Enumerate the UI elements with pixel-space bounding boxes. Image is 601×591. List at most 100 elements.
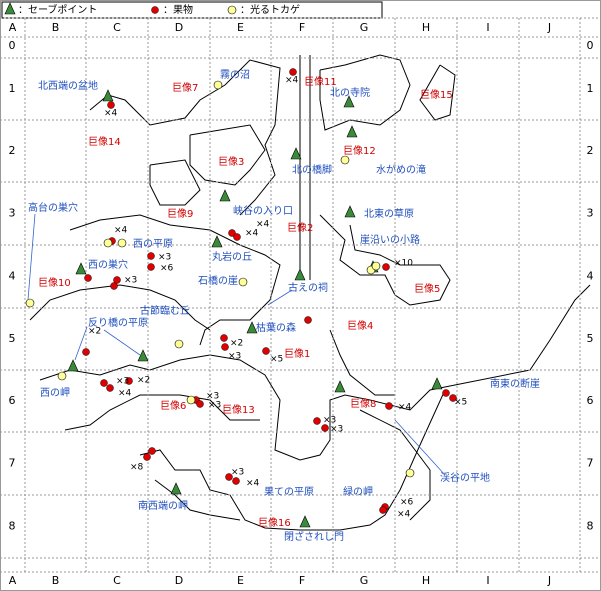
- statue-name: 巨像3: [218, 156, 244, 168]
- fruit: [385, 402, 393, 410]
- place-name: 峡谷の入り口: [233, 204, 293, 217]
- fruit: [196, 400, 204, 408]
- item-count: ×3: [158, 253, 171, 263]
- item-count: ×4: [285, 76, 299, 86]
- lizard: [25, 298, 35, 308]
- row-label: 7: [9, 457, 16, 470]
- item-count: ×2: [88, 327, 101, 337]
- fruit: [449, 394, 457, 402]
- fruit: [147, 263, 155, 271]
- lizard: [117, 238, 127, 248]
- statue-name: 巨像8: [350, 398, 376, 410]
- lizard: [174, 339, 184, 349]
- item-count: ×3: [206, 392, 219, 402]
- save-point: [67, 359, 79, 372]
- save-point: [102, 89, 114, 102]
- item-count: ×3: [231, 468, 244, 478]
- fruit: [82, 348, 90, 356]
- save-point: [246, 321, 258, 334]
- row-label: 0: [9, 39, 16, 52]
- callout-line: [74, 326, 88, 361]
- place-name: 枯葉の森: [256, 321, 296, 334]
- save-point: [219, 189, 231, 202]
- callout-line: [394, 419, 446, 476]
- item-count: ×3: [228, 352, 241, 362]
- row-label: 6: [587, 394, 594, 407]
- row-label: 4: [587, 270, 594, 283]
- place-name: 古節臨む丘: [140, 304, 190, 317]
- row-label: 5: [9, 332, 16, 345]
- column-label: B: [52, 574, 60, 587]
- lizard: [103, 238, 113, 248]
- fruit: [228, 229, 236, 237]
- place-name: 西の平原: [133, 238, 173, 250]
- row-label: 3: [9, 207, 16, 220]
- column-label: G: [360, 574, 369, 587]
- save-point: [334, 380, 346, 393]
- item-count: ×4: [256, 220, 270, 230]
- item-count: ×4: [118, 389, 132, 399]
- place-name: 西の岬: [40, 387, 70, 399]
- item-count: ×4: [397, 510, 411, 520]
- row-label: 8: [587, 520, 594, 533]
- fruit: [221, 343, 229, 351]
- fruit: [107, 101, 115, 109]
- place-name: 南西端の岬: [138, 499, 188, 512]
- statue-name: 巨像1: [284, 348, 310, 360]
- fruit: [147, 252, 155, 260]
- statue-name: 巨像4: [347, 320, 373, 332]
- save-point: [75, 262, 87, 275]
- column-label: D: [175, 21, 183, 34]
- statue-name: 巨像9: [167, 208, 193, 220]
- lizard: [405, 468, 415, 478]
- fruit: [289, 68, 297, 76]
- save-point: [343, 95, 355, 108]
- row-label: 2: [587, 144, 594, 157]
- place-name: 反り橋の平原: [88, 316, 148, 329]
- item-count: ×8: [130, 463, 144, 473]
- save-point: [137, 349, 149, 362]
- column-label: D: [175, 574, 183, 587]
- item-count: ×3: [124, 276, 137, 286]
- save-point: [299, 515, 311, 528]
- row-label: 2: [9, 144, 16, 157]
- place-name: 果ての平原: [264, 486, 314, 498]
- fruit: [106, 384, 114, 392]
- callout-line: [103, 329, 141, 356]
- fruit: [379, 506, 387, 514]
- statue-name: 巨像5: [414, 283, 440, 295]
- fruit: [382, 263, 390, 271]
- row-label: 1: [587, 82, 594, 95]
- statue-name: 巨像12: [343, 145, 376, 157]
- item-count: ×3: [330, 425, 343, 435]
- place-name: 北東の草原: [364, 207, 414, 220]
- column-label: I: [486, 21, 489, 34]
- column-label: A: [9, 574, 17, 587]
- save-point: [211, 235, 223, 248]
- save-point: [170, 482, 182, 495]
- row-label: 3: [587, 207, 594, 220]
- place-name: 緑の岬: [343, 485, 373, 498]
- statue-name: 巨像15: [420, 89, 453, 101]
- fruit: [113, 276, 121, 284]
- column-label: I: [486, 574, 489, 587]
- callout-line: [267, 289, 293, 306]
- legend-label: ：果物: [163, 3, 193, 16]
- column-label: C: [113, 574, 121, 587]
- place-name: 北の橋脚: [292, 163, 332, 176]
- save-point: [294, 268, 306, 281]
- fruit: [262, 347, 270, 355]
- lizard: [238, 277, 248, 287]
- fruit: [110, 282, 118, 290]
- place-name: 高台の巣穴: [28, 201, 78, 214]
- lizard: [227, 5, 237, 15]
- place-name: 閉ざされし門: [284, 530, 344, 543]
- column-label: C: [113, 21, 121, 34]
- column-label: H: [422, 574, 430, 587]
- column-label: H: [422, 21, 430, 34]
- place-name: 北の寺院: [330, 86, 370, 99]
- save-point: [4, 2, 16, 15]
- fruit: [442, 389, 450, 397]
- item-count: ×4: [245, 229, 259, 239]
